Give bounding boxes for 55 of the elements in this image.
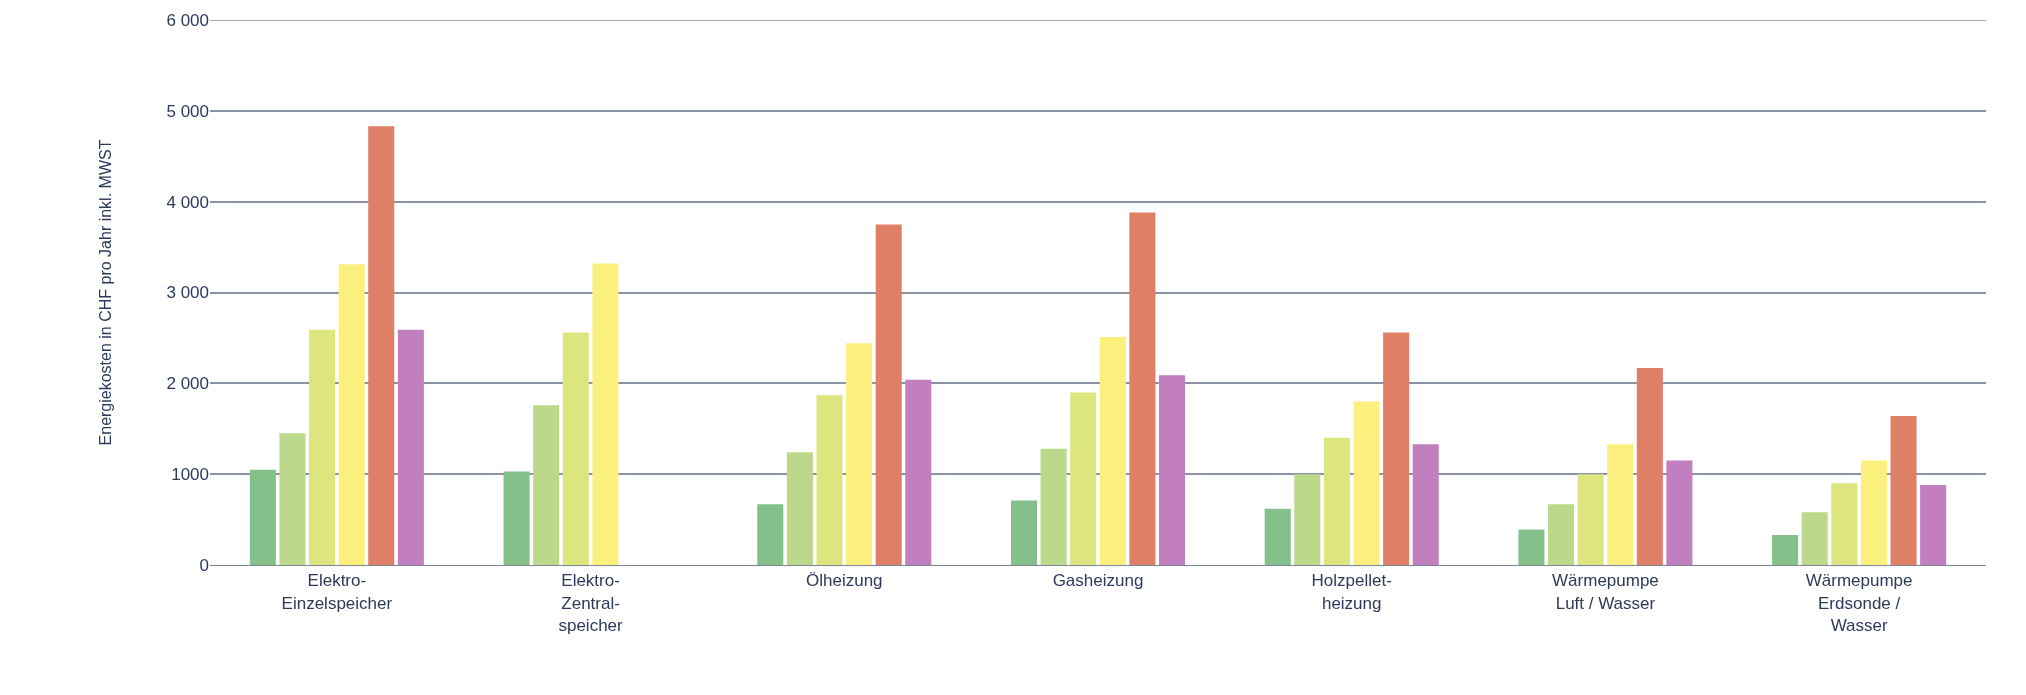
bar — [533, 405, 560, 565]
x-tick-label: Holzpellet- heizung — [1311, 571, 1392, 613]
bar — [1099, 337, 1126, 565]
bar — [786, 452, 813, 565]
x-tick-label: Gasheizung — [1052, 571, 1144, 591]
bar — [1666, 460, 1693, 565]
bar — [905, 379, 932, 565]
bar — [1920, 485, 1947, 565]
bar — [1518, 529, 1545, 565]
bar — [1323, 437, 1350, 565]
y-tick-label: 2 000 — [166, 374, 209, 394]
bar — [1860, 460, 1887, 565]
y-tick-label: 5 000 — [166, 101, 209, 121]
bar — [875, 224, 902, 565]
bar — [1412, 444, 1439, 565]
bar — [1607, 444, 1634, 565]
bar — [309, 329, 336, 565]
bar — [1010, 500, 1038, 565]
y-tick-label: 1000 — [171, 465, 209, 485]
bar — [1383, 332, 1410, 565]
bar — [1548, 504, 1575, 565]
y-tick-label: 0 — [199, 555, 209, 575]
bar — [503, 471, 530, 565]
y-tick-label: 6 000 — [166, 10, 209, 30]
x-tick-label: Wärmepumpe Erdsonde / Wasser — [1805, 571, 1913, 635]
x-tick-label: Wärmepumpe Luft / Wasser — [1552, 571, 1659, 613]
bar — [592, 263, 619, 565]
bar — [1040, 448, 1067, 565]
bar — [1158, 375, 1186, 565]
bar — [1353, 401, 1380, 565]
bar — [816, 395, 843, 565]
bar — [368, 126, 395, 565]
bar — [1890, 416, 1917, 565]
bar — [1070, 392, 1097, 565]
bar — [1294, 474, 1321, 565]
bar — [1129, 212, 1156, 565]
y-tick-label: 4 000 — [166, 192, 209, 212]
bar — [1264, 508, 1291, 565]
x-tick-label: Elektro- Zentral- speicher — [558, 571, 624, 635]
x-tick-label: Ölheizung — [806, 571, 883, 591]
bar — [1772, 535, 1799, 565]
bar — [279, 433, 306, 565]
bar — [846, 343, 873, 565]
bar — [1577, 474, 1604, 565]
x-tick-label: Elektro- Einzelspeicher — [281, 571, 393, 613]
bar — [562, 332, 589, 565]
y-axis-title: Energiekosten in CHF pro Jahr inkl. MWST — [97, 139, 115, 446]
bar — [1801, 512, 1828, 565]
bar — [1636, 367, 1663, 565]
bar — [757, 504, 784, 565]
bar — [338, 264, 365, 565]
bar — [249, 469, 276, 565]
y-tick-label: 3 000 — [166, 283, 209, 303]
bar — [397, 329, 424, 565]
bar — [1831, 483, 1858, 565]
